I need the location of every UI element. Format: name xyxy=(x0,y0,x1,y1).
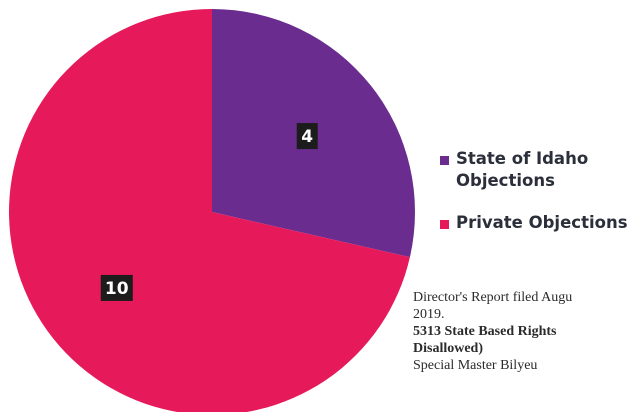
footer-line-5: Special Master Bilyeu xyxy=(413,358,538,373)
legend-label-state-of-idaho: State of Idaho Objections xyxy=(456,149,589,190)
data-label-1: 10 xyxy=(100,274,133,301)
legend-swatch-private xyxy=(440,220,449,229)
legend-item-private: Private Objections xyxy=(440,212,640,234)
pie-slices xyxy=(9,9,415,412)
data-label-0: 4 xyxy=(296,123,318,150)
pie-slice-1 xyxy=(9,9,410,412)
pie-data-labels: 4 10 xyxy=(100,123,318,301)
legend-item-state-of-idaho: State of Idaho Objections xyxy=(440,148,640,192)
data-label-text-1: 10 xyxy=(105,279,129,299)
data-label-box-0 xyxy=(296,123,318,150)
footer-line-3: 5313 State Based Rights xyxy=(413,324,557,339)
report-footer: Director's Report filed Augu 2019. 5313 … xyxy=(413,289,643,374)
legend-label-private: Private Objections xyxy=(456,213,628,232)
legend-swatch-state-of-idaho xyxy=(440,156,449,165)
footer-line-2: 2019. xyxy=(413,307,445,322)
data-label-box-1 xyxy=(100,274,133,301)
chart-legend: State of Idaho Objections Private Object… xyxy=(440,148,640,254)
footer-line-1: Director's Report filed Augu xyxy=(413,290,573,305)
footer-line-4: Disallowed) xyxy=(413,341,483,356)
data-label-text-0: 4 xyxy=(301,127,313,147)
